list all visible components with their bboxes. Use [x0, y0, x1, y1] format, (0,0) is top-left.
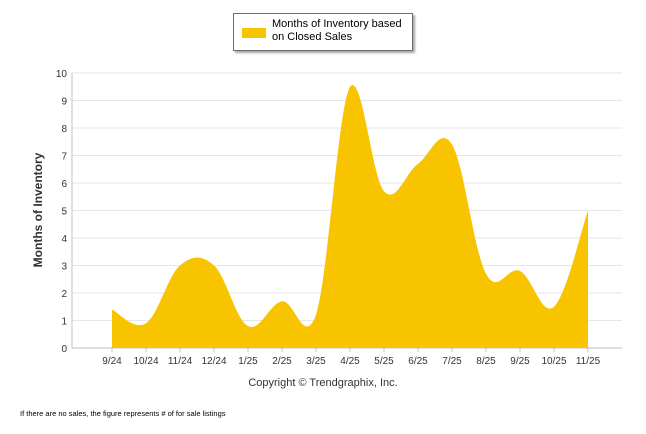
- y-tick-label: 4: [61, 234, 67, 245]
- y-tick-label: 5: [61, 207, 67, 218]
- x-tick-label: 9/24: [102, 356, 122, 367]
- x-tick-label: 5/25: [374, 356, 394, 367]
- legend-label: Months of Inventory based on Closed Sale…: [272, 18, 402, 43]
- x-tick-label: 7/25: [442, 356, 462, 367]
- x-tick-label: 9/25: [510, 356, 530, 367]
- y-tick-label: 8: [61, 124, 67, 135]
- area-series-path: [112, 85, 588, 349]
- y-tick-label: 7: [61, 152, 67, 163]
- x-tick-labels: 9/24 10/24 11/24 12/24 1/25 2/25 3/25 4/25 5/25 6…: [102, 356, 600, 367]
- y-tick-label: 9: [61, 97, 67, 108]
- x-tick-label: 11/25: [576, 356, 601, 367]
- x-tick-label: 3/25: [306, 356, 326, 367]
- y-tick-labels: 0 1 2 3 4 5 6 7 8 9 10: [56, 69, 68, 355]
- y-tick-label: 6: [61, 179, 67, 190]
- x-tick-label: 10/24: [133, 356, 158, 367]
- y-tick-label: 0: [61, 344, 67, 355]
- x-tick-label: 2/25: [272, 356, 292, 367]
- legend-swatch: [242, 28, 266, 38]
- x-tick-label: 6/25: [408, 356, 428, 367]
- footnote-text: If there are no sales, the figure repres…: [20, 409, 226, 418]
- y-tick-label: 10: [56, 69, 68, 80]
- axes: [71, 73, 622, 352]
- x-tick-label: 4/25: [340, 356, 360, 367]
- x-tick-label: 1/25: [238, 356, 258, 367]
- x-tick-label: 10/25: [541, 356, 566, 367]
- y-axis-label: Months of Inventory: [31, 152, 45, 267]
- y-tick-label: 1: [61, 317, 67, 328]
- area-series: [111, 85, 589, 349]
- legend[interactable]: Months of Inventory based on Closed Sale…: [233, 13, 413, 51]
- y-tick-label: 3: [61, 262, 67, 273]
- y-tick-label: 2: [61, 289, 67, 300]
- copyright-text: Copyright © Trendgraphix, Inc.: [248, 377, 398, 389]
- x-tick-label: 8/25: [476, 356, 496, 367]
- x-tick-label: 11/24: [168, 356, 193, 367]
- x-tick-label: 12/24: [201, 356, 226, 367]
